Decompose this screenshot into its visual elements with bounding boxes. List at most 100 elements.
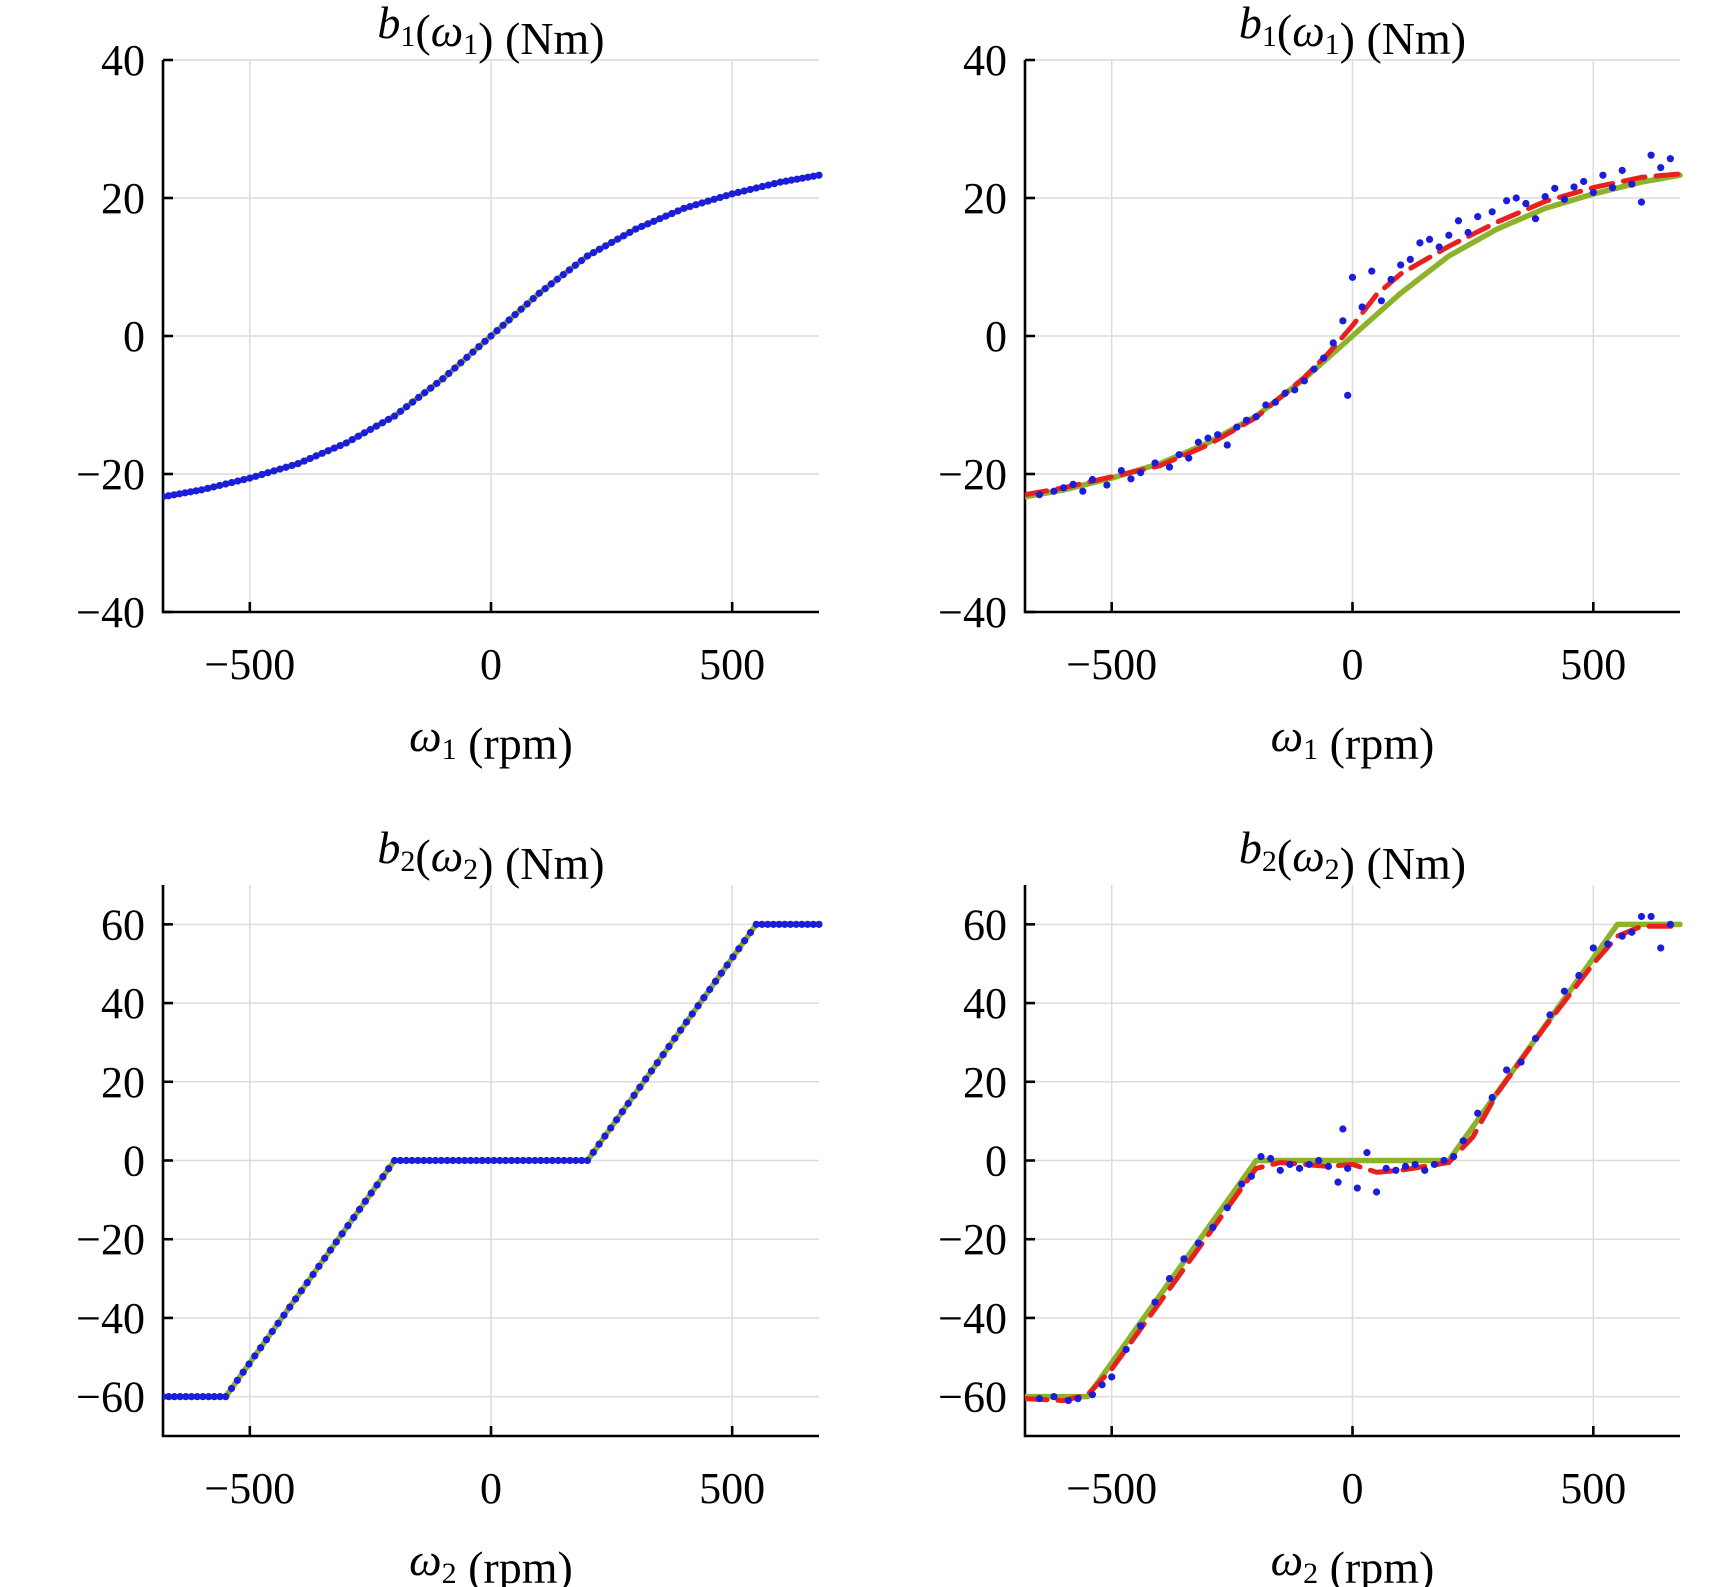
data-point [607, 238, 616, 247]
data-point [1136, 469, 1145, 477]
data-point [686, 202, 694, 211]
estimate-line [1025, 171, 1683, 498]
data-point [252, 472, 260, 480]
data-point [258, 470, 266, 479]
data-point [1445, 231, 1453, 239]
chart-title: b2(ω2) (Nm) [1239, 822, 1466, 889]
data-point [1334, 1178, 1342, 1186]
x-tick-label: 0 [1342, 640, 1364, 689]
y-tick-label: 20 [963, 174, 1007, 223]
data-point [626, 228, 634, 237]
data-point [642, 1075, 650, 1083]
data-point [408, 1156, 416, 1165]
data-point [228, 478, 236, 487]
data-point [1599, 171, 1607, 179]
data-point [525, 1156, 533, 1165]
data-point [176, 1393, 184, 1401]
data-point [1098, 1381, 1106, 1389]
data-point [1344, 1164, 1352, 1172]
x-tick-label: 500 [1560, 1464, 1626, 1513]
data-point [306, 454, 314, 463]
data-point [493, 327, 501, 335]
data-point [636, 1083, 644, 1091]
data-point [662, 212, 670, 220]
data-point [227, 1384, 236, 1393]
data-point [809, 172, 818, 180]
data-point [668, 209, 676, 218]
data-point [566, 1156, 574, 1165]
data-point [1295, 1164, 1304, 1172]
data-point [535, 289, 543, 297]
data-point [1238, 1180, 1246, 1188]
data-point [723, 961, 731, 969]
data-point [264, 469, 272, 477]
data-point [1127, 475, 1135, 483]
data-point [688, 1010, 696, 1018]
data-point [326, 1246, 335, 1254]
chart-title: b1(ω1) (Nm) [1239, 0, 1466, 64]
x-tick-label: 500 [699, 640, 765, 689]
data-point [607, 1124, 615, 1132]
data-point [1194, 1239, 1202, 1247]
data-point [559, 270, 567, 279]
data-point [698, 199, 706, 207]
data-point [1252, 413, 1260, 421]
data-point [1136, 1322, 1145, 1330]
data-point [499, 321, 507, 329]
data-point [1560, 987, 1569, 995]
chart-panel-b2-noisy: −500 0 500 −60 −40 −20 0 20 40 60 b2(ω2) (Nm) ω2 (r… [938, 822, 1683, 1587]
data-point [240, 476, 248, 484]
data-point [449, 1156, 457, 1165]
data-point [787, 176, 796, 184]
data-point [251, 1352, 259, 1360]
data-point [1575, 971, 1583, 980]
y-tick-label: −60 [938, 1373, 1007, 1422]
y-tick-label: −20 [938, 1215, 1007, 1264]
data-point [537, 1156, 545, 1165]
data-point [496, 1156, 504, 1165]
data-point [1050, 487, 1058, 495]
data-point [216, 1393, 224, 1401]
data-point [1214, 431, 1222, 439]
y-tick-label: 40 [101, 979, 145, 1028]
data-point [601, 242, 610, 250]
data-point [1050, 1393, 1058, 1401]
data-point [445, 369, 453, 378]
data-point [484, 1156, 492, 1165]
data-point [205, 1393, 213, 1401]
data-point [519, 1156, 527, 1165]
data-point [1271, 398, 1280, 406]
data-point [1382, 1164, 1390, 1172]
data-point [1551, 184, 1559, 192]
data-point [222, 480, 230, 488]
data-point [1628, 928, 1636, 936]
x-tick-label: −500 [1066, 640, 1157, 689]
data-point [1267, 1154, 1275, 1163]
data-point [1320, 354, 1328, 362]
data-point [204, 484, 212, 493]
data-point [752, 920, 760, 928]
data-point [647, 1067, 656, 1075]
y-tick-label: −20 [938, 450, 1007, 499]
data-point [560, 1156, 568, 1165]
data-point [1151, 459, 1159, 467]
data-point [1570, 183, 1578, 191]
data-point [656, 215, 664, 223]
data-point [197, 486, 206, 494]
data-point [548, 1156, 556, 1165]
data-point [373, 1181, 381, 1189]
data-point [674, 207, 682, 215]
y-tick-label: −40 [938, 1294, 1007, 1343]
data-point [268, 1327, 276, 1336]
y-tick-label: 20 [101, 1058, 145, 1107]
data-point [165, 1393, 173, 1401]
data-point [1647, 912, 1655, 921]
data-point [1329, 339, 1337, 347]
y-tick-label: 60 [963, 900, 1007, 949]
data-point [764, 920, 772, 928]
data-point [717, 969, 725, 977]
data-point [421, 389, 429, 397]
data-point [507, 1156, 516, 1165]
data-point [746, 928, 755, 937]
data-point [1397, 261, 1405, 269]
